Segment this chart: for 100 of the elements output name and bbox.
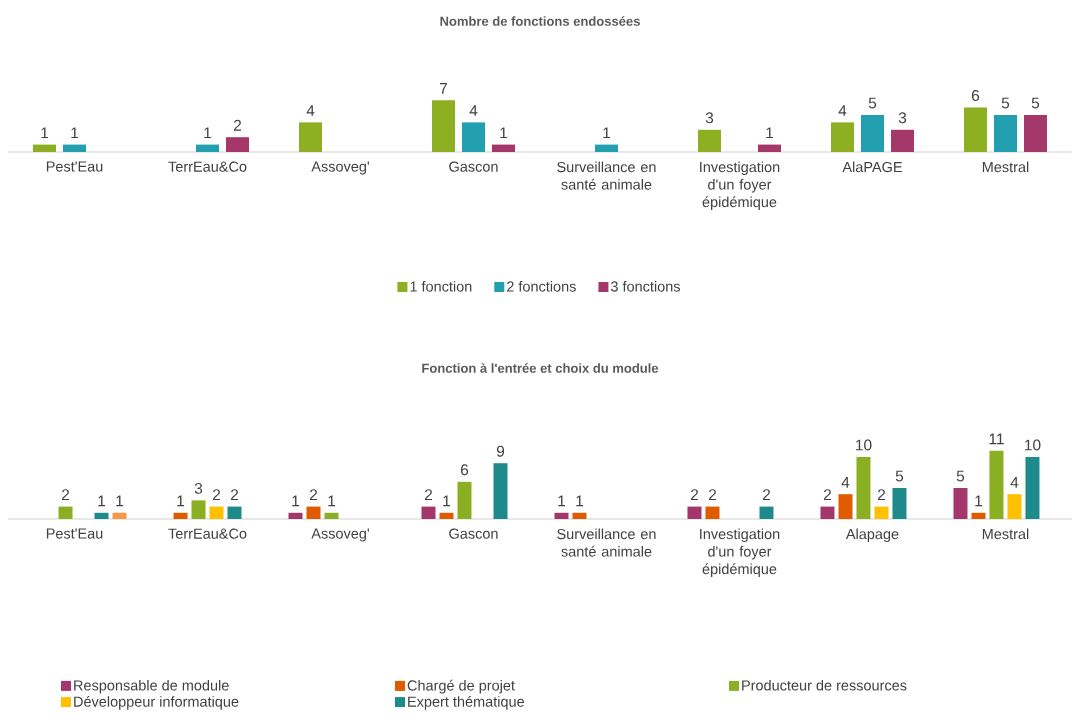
- bar: [971, 512, 986, 519]
- bar: [572, 512, 587, 519]
- bar: [554, 512, 569, 519]
- data-label: 7: [439, 82, 448, 94]
- data-label: 2: [690, 489, 699, 501]
- data-label: 4: [469, 105, 478, 116]
- bar: [288, 512, 303, 519]
- bar: [757, 144, 781, 152]
- data-label: 1: [204, 127, 212, 139]
- chart-title: Nombre de fonctions endossées: [440, 16, 640, 26]
- legend-label: 1 fonction: [410, 280, 472, 292]
- legend-label: Chargé de projet: [407, 679, 515, 694]
- bar: [687, 506, 702, 519]
- data-label: 10: [1025, 439, 1041, 451]
- data-label: 2: [877, 489, 886, 501]
- data-label: 5: [868, 97, 877, 109]
- legend-label: Responsable de module: [74, 679, 229, 694]
- bar: [492, 144, 515, 152]
- bar: [112, 512, 127, 519]
- x-tick-label: TerrEau&Co: [168, 528, 247, 539]
- data-label: 5: [1031, 97, 1040, 109]
- bar: [1025, 457, 1040, 519]
- bar: [457, 481, 472, 519]
- data-label: 2: [424, 489, 433, 501]
- data-label: 5: [895, 470, 904, 482]
- bar: [1023, 114, 1047, 152]
- bar: [493, 463, 508, 519]
- bar: [226, 137, 250, 152]
- data-label: 5: [956, 470, 965, 482]
- bar: [993, 114, 1017, 152]
- data-label: 2: [823, 489, 832, 501]
- bar: [421, 506, 436, 519]
- legend-label: Expert thématique: [408, 695, 524, 710]
- legend-label: 3 fonctions: [610, 280, 681, 292]
- x-tick-label: Alapage: [845, 528, 899, 543]
- data-label: 1: [41, 127, 49, 139]
- data-label: 2: [212, 489, 221, 501]
- bar: [209, 506, 224, 519]
- legend-label: Producteur de ressources: [742, 679, 907, 691]
- data-label: 1: [443, 495, 451, 507]
- bar: [830, 122, 854, 152]
- data-label: 4: [306, 105, 315, 116]
- data-label: 2: [762, 489, 771, 501]
- data-label: 4: [1010, 477, 1019, 488]
- x-tick-label: Investigation d'un foyer épidémique: [700, 528, 780, 578]
- bar: [461, 122, 485, 152]
- data-label: 1: [116, 495, 124, 507]
- bar: [432, 100, 455, 152]
- x-tick-label: Surveillance en santé animale: [557, 161, 656, 190]
- x-tick-label: AlaPAGE: [842, 161, 902, 173]
- bar: [705, 506, 720, 519]
- data-label: 6: [971, 90, 980, 102]
- x-tick-label: TerrEau&Co: [168, 161, 247, 172]
- data-label: 3: [898, 112, 907, 124]
- x-tick-label: Gascon: [449, 161, 498, 172]
- x-tick-label: Mestral: [982, 528, 1029, 540]
- data-label: 1: [576, 495, 584, 507]
- bar: [306, 506, 321, 519]
- data-label: 3: [194, 482, 203, 494]
- bar: [227, 506, 242, 519]
- x-tick-label: Gascon: [449, 528, 498, 539]
- chart-title: Fonction à l'entrée et choix du module: [422, 363, 659, 373]
- legend-label: Développeur informatique: [74, 695, 239, 710]
- x-tick-label: Pest'Eau: [46, 161, 103, 172]
- data-label: 1: [975, 495, 983, 507]
- data-label: 2: [309, 489, 318, 501]
- bar: [324, 512, 339, 519]
- bar: [890, 129, 914, 152]
- bar: [173, 512, 188, 519]
- data-label: 1: [603, 127, 611, 139]
- data-label: 4: [838, 105, 847, 116]
- bar: [989, 450, 1004, 519]
- data-label: 1: [71, 127, 79, 139]
- bar: [697, 129, 721, 152]
- bar: [1007, 494, 1022, 519]
- data-label: 6: [460, 464, 469, 476]
- bar: [874, 506, 889, 519]
- data-label: 1: [98, 495, 106, 507]
- x-tick-label: Surveillance en santé animale: [557, 528, 656, 557]
- data-label: 1: [766, 127, 774, 139]
- data-label: 2: [61, 489, 70, 501]
- data-label: 1: [292, 495, 300, 507]
- bar: [299, 122, 322, 152]
- bar: [838, 494, 853, 519]
- bar: [594, 144, 618, 152]
- data-label: 11: [989, 433, 1004, 445]
- data-label: 1: [500, 127, 508, 139]
- bar: [856, 457, 871, 519]
- data-label: 10: [856, 439, 872, 451]
- bar: [191, 500, 206, 519]
- x-tick-label: Investigation d'un foyer épidémique: [700, 161, 780, 211]
- x-tick-label: Assoveg': [311, 528, 369, 542]
- x-tick-label: Assoveg': [311, 161, 369, 175]
- data-label: 2: [233, 119, 242, 131]
- data-label: 4: [841, 477, 850, 488]
- data-label: 2: [230, 489, 239, 501]
- bar: [820, 506, 835, 519]
- data-label: 5: [1001, 97, 1010, 109]
- data-label: 1: [558, 495, 566, 507]
- bar: [892, 488, 907, 519]
